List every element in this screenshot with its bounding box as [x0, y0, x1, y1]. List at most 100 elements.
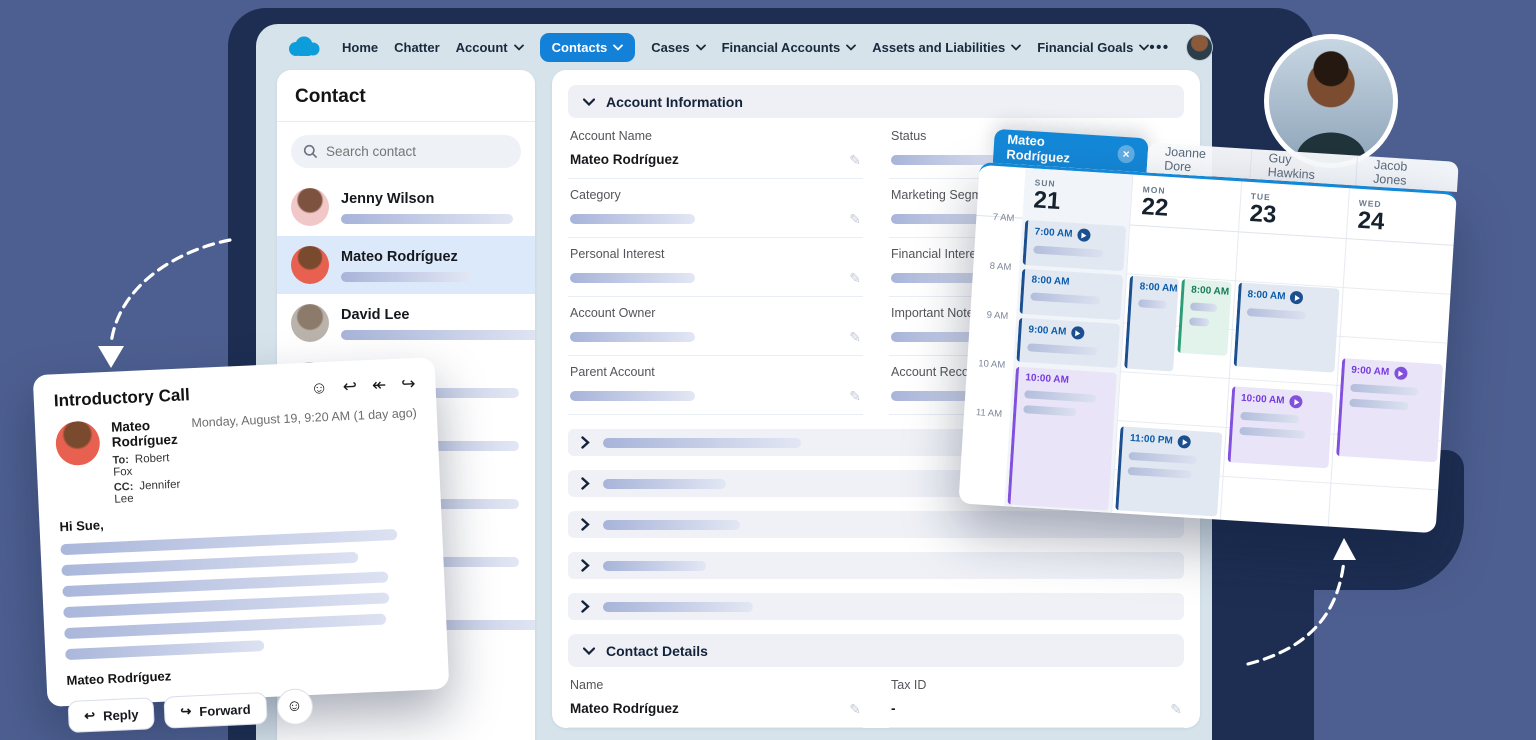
event-time-text: 11:00 PM: [1129, 432, 1174, 447]
event-placeholder-bar: [1138, 299, 1168, 309]
nav-item-financial-goals[interactable]: Financial Goals: [1037, 40, 1150, 55]
contact-row-mateo-rodr-guez[interactable]: Mateo Rodríguez: [277, 236, 535, 294]
nav-item-contacts[interactable]: Contacts: [539, 32, 636, 62]
field-value-line: Mateo Rodríguez ✎: [570, 700, 861, 717]
calendar-grid: 7 AM 8 AM 9 AM 10 AM 11 AM SUN 21 7:00 AM 8:00 A…: [958, 161, 1457, 534]
calendar-event[interactable]: 11:00 PM: [1115, 426, 1222, 517]
field-parent-account: Parent Account ✎: [568, 356, 863, 415]
contact-search[interactable]: [291, 135, 521, 168]
forward-icon[interactable]: ↪: [400, 373, 416, 394]
calendar-event[interactable]: 10:00 AM: [1227, 386, 1333, 469]
event-time: 8:00 AM: [1247, 288, 1333, 306]
event-video-icon: [1177, 434, 1192, 449]
nav-item-financial-accounts[interactable]: Financial Accounts: [722, 40, 857, 55]
edit-icon[interactable]: ✎: [1170, 700, 1182, 717]
reply-all-icon[interactable]: ↞: [371, 375, 387, 395]
collapsed-section-row[interactable]: [568, 593, 1184, 620]
field-placeholder-bar: [570, 272, 695, 283]
nav-item-home[interactable]: Home: [342, 40, 378, 55]
contact-placeholder-bar: [341, 329, 535, 340]
calendar-event[interactable]: 10:00 AM: [1007, 366, 1118, 511]
chevron-down-icon: [695, 43, 706, 51]
field-placeholder-bar: [891, 331, 1011, 342]
event-placeholder-bar: [1348, 398, 1410, 411]
field-label: Name: [570, 678, 604, 692]
email-text-bar: [61, 551, 359, 577]
event-time: 11:00 PM: [1130, 432, 1216, 450]
nav-tabs: Home Chatter Account Contacts Cases Financial…: [342, 32, 1150, 62]
event-placeholder-bar: [1128, 451, 1198, 465]
nav-item-account[interactable]: Account: [456, 40, 524, 55]
collapsed-section-row[interactable]: [568, 511, 1184, 538]
smiley-icon[interactable]: ☺: [310, 377, 329, 398]
field-name: Name Mateo Rodríguez ✎: [568, 669, 863, 728]
nav-item-cases[interactable]: Cases: [651, 40, 706, 55]
nav-overflow-button[interactable]: •••: [1149, 38, 1170, 56]
calendar-event[interactable]: 8:00 AM: [1177, 278, 1232, 356]
field-label: Category: [570, 188, 621, 202]
nav-item-assets-and-liabilities[interactable]: Assets and Liabilities: [872, 40, 1022, 55]
collapsed-section-row[interactable]: [568, 552, 1184, 579]
field-value-line: - ✎: [891, 700, 1182, 717]
top-nav: Home Chatter Account Contacts Cases Financial…: [256, 24, 1213, 70]
calendar-event[interactable]: 8:00 AM: [1019, 268, 1124, 321]
calendar-event[interactable]: 7:00 AM: [1022, 219, 1127, 272]
field-placeholder-bar: [891, 154, 1011, 165]
chevron-down-icon: [583, 97, 595, 106]
section-header-account-information[interactable]: Account Information: [568, 85, 1184, 118]
email-subject: Introductory Call: [53, 385, 191, 411]
forward-button[interactable]: ↪ Forward: [163, 692, 268, 729]
event-time-text: 8:00 AM: [1247, 289, 1286, 303]
arrow-to-email: [109, 238, 232, 346]
edit-icon[interactable]: ✎: [849, 151, 861, 168]
edit-icon[interactable]: ✎: [849, 269, 861, 286]
edit-icon[interactable]: ✎: [849, 387, 861, 404]
nav-item-chatter[interactable]: Chatter: [394, 40, 440, 55]
calendar-event[interactable]: 8:00 AM: [1124, 275, 1179, 372]
calendar-event[interactable]: 8:00 AM: [1233, 282, 1340, 373]
emoji-button[interactable]: ☺: [275, 687, 314, 726]
search-input[interactable]: [326, 144, 509, 159]
chevron-right-icon: [581, 518, 590, 531]
event-time: 10:00 AM: [1025, 372, 1111, 388]
event-time: 9:00 AM: [1028, 323, 1114, 341]
forward-icon: ↪: [180, 703, 192, 719]
event-placeholder-bar: [1239, 411, 1300, 424]
page-title: Contact: [295, 86, 366, 107]
time-label: 7 AM: [992, 211, 1015, 225]
event-placeholder-bar: [1349, 383, 1419, 396]
event-time-text: 8:00 AM: [1190, 284, 1230, 298]
reply-icon[interactable]: ↩: [342, 376, 358, 397]
field-placeholder-bar: [570, 213, 695, 224]
calendar-event[interactable]: 9:00 AM: [1016, 317, 1121, 368]
email-actions: ☺ ↩ ↞ ↪: [310, 373, 416, 398]
time-label: 8 AM: [989, 260, 1012, 274]
contact-placeholder-bar: [341, 213, 513, 224]
event-placeholder-bar: [1127, 466, 1193, 479]
day-column-sun: SUN 21 7:00 AM 8:00 AM 9:00 AM 10:00 AM: [1004, 167, 1133, 513]
reply-button[interactable]: ↩ Reply: [67, 697, 156, 734]
event-time: 7:00 AM: [1034, 226, 1120, 244]
field-account-name: Account Name Mateo Rodríguez ✎: [568, 120, 863, 179]
contact-info: Mateo Rodríguez: [341, 249, 471, 282]
section-header-contact-details[interactable]: Contact Details: [568, 634, 1184, 667]
calendar-event[interactable]: 9:00 AM: [1335, 358, 1444, 463]
edit-icon[interactable]: ✎: [849, 210, 861, 227]
event-placeholder-bar: [1024, 390, 1097, 403]
contact-avatar: [291, 188, 329, 226]
user-avatar[interactable]: [1185, 33, 1213, 61]
field-tax-id: Tax ID - ✎: [889, 669, 1184, 728]
edit-icon[interactable]: ✎: [849, 700, 861, 717]
edit-icon[interactable]: ✎: [849, 328, 861, 345]
calendar-card: Mateo Rodríguez × Joanne Dore Guy Hawkins Ja…: [958, 128, 1459, 534]
field-label: Tax ID: [891, 678, 927, 692]
email-timestamp: Monday, August 19, 9:20 AM (1 day ago): [191, 405, 418, 431]
contact-row-jenny-wilson[interactable]: Jenny Wilson: [277, 178, 535, 236]
time-label: 11 AM: [975, 407, 1003, 420]
close-icon[interactable]: ×: [1116, 144, 1136, 164]
time-label: 10 AM: [977, 358, 1006, 371]
contact-row-david-lee[interactable]: David Lee: [277, 294, 535, 352]
field-label: Status: [891, 129, 927, 143]
smiley-icon: ☺: [285, 697, 304, 716]
field-label: Account Owner: [570, 306, 656, 320]
